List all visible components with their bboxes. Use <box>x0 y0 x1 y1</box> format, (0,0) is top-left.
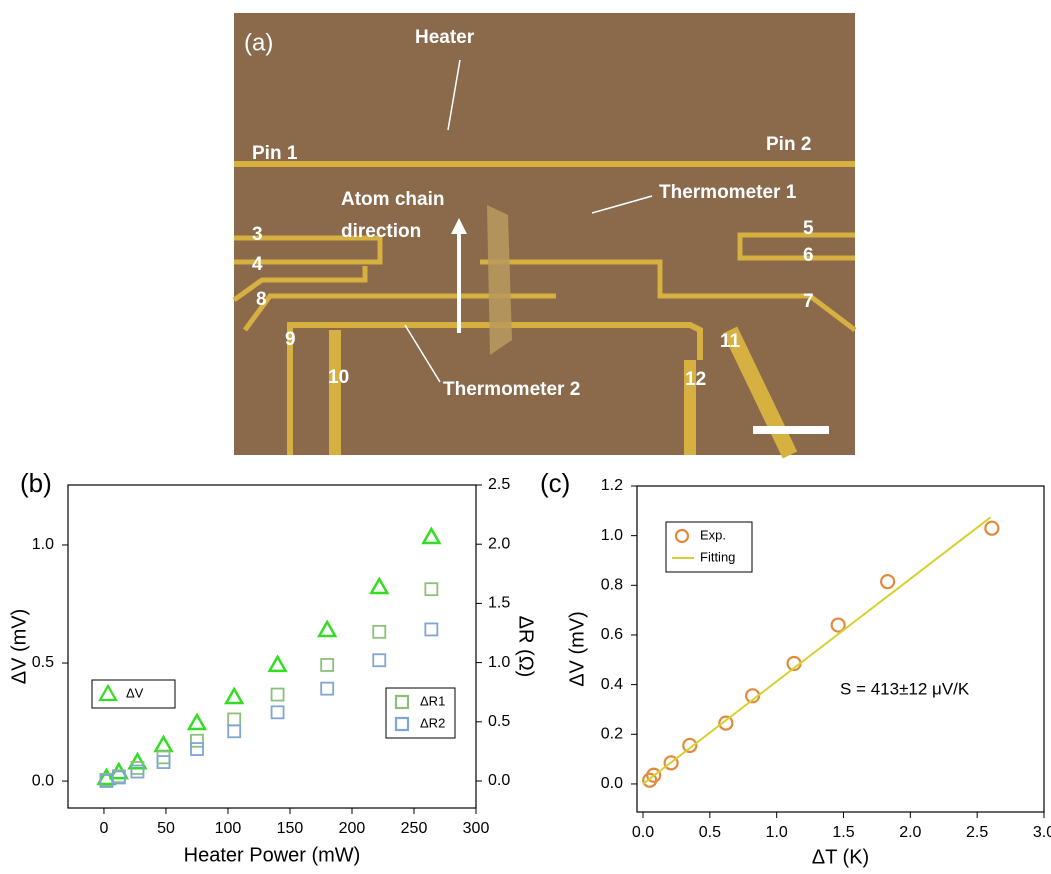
y-tick-label: 0.5 <box>32 654 54 671</box>
plot-frame <box>68 485 476 808</box>
x-tick-label: 2.0 <box>899 824 921 841</box>
marker <box>373 654 385 666</box>
marker <box>423 529 439 543</box>
x-tick-label: 250 <box>401 820 428 837</box>
annotation: Heater <box>415 27 475 48</box>
y-tick-label: 0.2 <box>601 726 623 743</box>
marker <box>226 689 242 703</box>
marker <box>191 735 203 747</box>
pin-number: 7 <box>803 291 814 312</box>
y-tick-label: 0.6 <box>601 626 623 643</box>
legend-label: Fitting <box>700 549 735 564</box>
pin-number: 12 <box>685 369 706 390</box>
annotation: Atom chain <box>341 189 444 210</box>
marker <box>228 713 240 725</box>
y-tick-label: 0.0 <box>32 772 54 789</box>
x-tick-label: 200 <box>339 820 366 837</box>
marker <box>319 622 335 636</box>
y-tick-label: 0.4 <box>601 676 623 693</box>
y2-tick-label: 2.0 <box>488 535 510 552</box>
panel-label: (a) <box>244 29 273 56</box>
pin-number: 9 <box>285 329 296 350</box>
marker <box>270 657 286 671</box>
x-tick-label: 1.0 <box>766 824 788 841</box>
annotation: Pin 2 <box>766 134 811 155</box>
x-tick-label: 0.5 <box>699 824 721 841</box>
pin-number: 6 <box>803 245 814 266</box>
marker <box>191 743 203 755</box>
chart: (b) 0 50 100 150 200 250 300 0.0 0.5 1.0 0.0 0.5 1.0 1… <box>8 468 536 866</box>
marker <box>155 737 171 751</box>
y-axis-label: ΔV (mV) <box>8 609 30 685</box>
x-axis-label: ΔT (K) <box>812 846 869 868</box>
panel-label: (b) <box>20 468 52 498</box>
marker <box>425 583 437 595</box>
y-tick-label: 1.2 <box>601 477 623 494</box>
marker <box>228 725 240 737</box>
y-tick-label: 0.0 <box>601 775 623 792</box>
annotation: Thermometer 2 <box>443 379 580 400</box>
pin-number: 11 <box>720 331 741 352</box>
legend: Exp. Fitting <box>666 522 752 572</box>
marker <box>189 715 205 729</box>
annotation: S = 413±12 μV/K <box>840 679 970 698</box>
marker <box>157 751 169 763</box>
y-tick-label: 1.0 <box>32 536 54 553</box>
y2-axis-label: ΔR (Ω) <box>515 616 537 678</box>
x-tick-label: 2.5 <box>966 824 988 841</box>
x-tick-label: 100 <box>215 820 242 837</box>
annotation: Thermometer 1 <box>659 182 797 203</box>
marker <box>272 706 284 718</box>
micrograph: (a) Heater Pin 1 Pin 2 Thermometer 1 Ato… <box>234 13 855 455</box>
figure: (a) Heater Pin 1 Pin 2 Thermometer 1 Ato… <box>0 0 1051 874</box>
chart: (c) 0.0 0.5 1.0 1.5 2.0 2.5 3.0 0.0 0.2 0.4 0.6 0.8 1… <box>540 468 1051 868</box>
marker <box>321 683 333 695</box>
annotation: Pin 1 <box>252 143 298 164</box>
marker <box>272 689 284 701</box>
x-axis-label: Heater Power (mW) <box>184 844 361 866</box>
x-tick-label: 1.5 <box>832 824 854 841</box>
legend-label: ΔR2 <box>420 715 445 730</box>
legend-label: ΔV <box>126 685 144 700</box>
pin-number: 3 <box>252 224 263 245</box>
legend-label: ΔR1 <box>420 693 445 708</box>
marker <box>881 575 894 588</box>
x-tick-label: 0 <box>100 820 109 837</box>
sample-flake <box>487 205 512 355</box>
y-tick-label: 0.8 <box>601 577 623 594</box>
x-tick-label: 150 <box>277 820 304 837</box>
y2-tick-label: 0.0 <box>488 772 510 789</box>
marker <box>157 756 169 768</box>
pin-number: 10 <box>328 367 349 388</box>
marker <box>985 522 998 535</box>
pin-number: 8 <box>256 289 267 310</box>
x-tick-label: 50 <box>157 820 175 837</box>
legend-label: Exp. <box>700 527 726 542</box>
x-tick-label: 3.0 <box>1033 824 1051 841</box>
marker <box>321 659 333 671</box>
pin-number: 4 <box>252 254 263 275</box>
scale-bar <box>753 426 829 434</box>
marker <box>425 623 437 635</box>
x-tick-label: 0.0 <box>632 824 654 841</box>
y2-tick-label: 2.5 <box>488 476 510 493</box>
legend: ΔV <box>92 680 175 708</box>
y2-tick-label: 0.5 <box>488 713 510 730</box>
y2-tick-label: 1.5 <box>488 595 510 612</box>
y-axis-label: ΔV (mV) <box>566 611 588 687</box>
y2-tick-label: 1.0 <box>488 654 510 671</box>
annotation: direction <box>341 221 421 242</box>
marker <box>373 626 385 638</box>
panel-label: (c) <box>540 468 570 498</box>
pin-number: 5 <box>803 218 814 239</box>
y-tick-label: 1.0 <box>601 527 623 544</box>
marker <box>371 579 387 593</box>
x-tick-label: 300 <box>463 820 490 837</box>
